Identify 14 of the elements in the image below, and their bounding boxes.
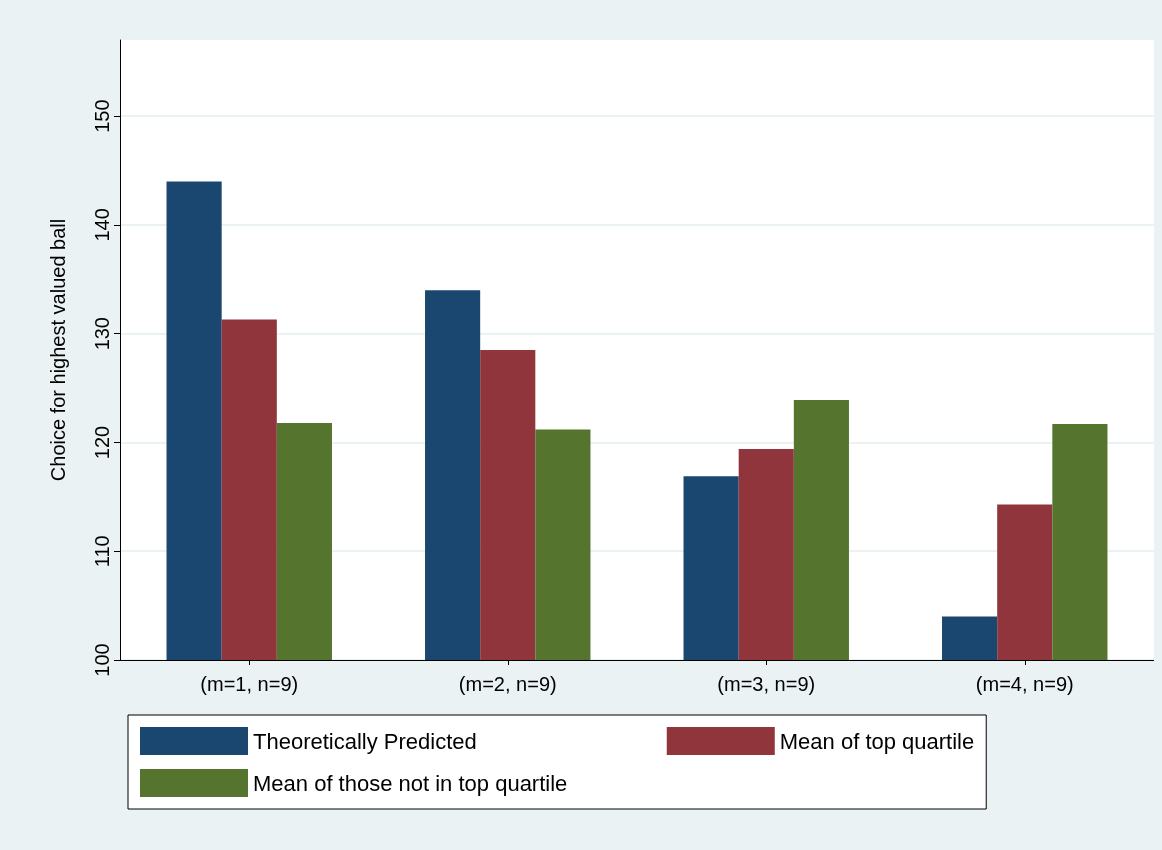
y-tick-label: 150 xyxy=(91,99,113,133)
y-tick-label: 120 xyxy=(91,425,113,460)
x-tick-label: (m=4, n=9) xyxy=(975,673,1074,695)
y-axis-title: Choice for highest valued ball xyxy=(47,218,69,482)
y-tick-label: 110 xyxy=(91,535,113,568)
y-tick-label: 140 xyxy=(91,208,113,242)
x-tick-label: (m=1, n=9) xyxy=(200,673,299,695)
legend-label: Mean of top quartile xyxy=(779,728,975,754)
legend-label: Theoretically Predicted xyxy=(253,728,477,754)
y-tick-label: 100 xyxy=(91,643,113,677)
y-tick-label: 130 xyxy=(91,317,113,351)
x-tick-label: (m=2, n=9) xyxy=(458,673,557,695)
legend-label: Mean of those not in top quartile xyxy=(253,770,568,796)
x-tick-label: (m=3, n=9) xyxy=(717,673,816,695)
